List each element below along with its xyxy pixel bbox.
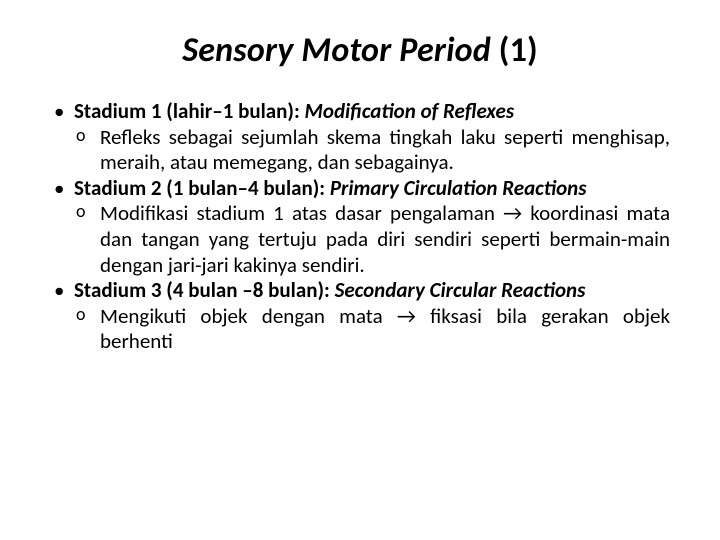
list-item: Stadium 3 (4 bulan –8 bulan): Secondary … [50,278,670,355]
slide-title: Sensory Motor Period (1) [50,30,670,71]
sub-list: Refleks sebagai sejumlah skema tingkah l… [74,125,670,176]
slide: Sensory Motor Period (1) Stadium 1 (lahi… [0,0,720,540]
sub-list: Modifikasi stadium 1 atas dasar pengalam… [74,201,670,278]
item-heading-italic: Secondary Circular Reactions [335,277,586,303]
item-heading-italic: Primary Circulation Reactions [330,175,587,201]
item-heading-bold: Stadium 2 (1 bulan–4 bulan): [74,175,330,201]
sub-item: Refleks sebagai sejumlah skema tingkah l… [74,125,670,176]
item-heading-bold: Stadium 1 (lahir–1 bulan): [74,98,305,124]
list-item: Stadium 1 (lahir–1 bulan): Modification … [50,99,670,176]
title-italic: Sensory Motor Period [182,30,499,71]
sub-item: Modifikasi stadium 1 atas dasar pengalam… [74,201,670,278]
title-suffix: (1) [499,30,538,71]
sub-item: Mengikuti objek dengan mata → fiksasi bi… [74,304,670,355]
list-item: Stadium 2 (1 bulan–4 bulan): Primary Cir… [50,176,670,278]
item-heading-italic: Modification of Reflexes [305,98,515,124]
sub-list: Mengikuti objek dengan mata → fiksasi bi… [74,304,670,355]
bullet-list: Stadium 1 (lahir–1 bulan): Modification … [50,99,670,355]
item-heading-bold: Stadium 3 (4 bulan –8 bulan): [74,277,335,303]
